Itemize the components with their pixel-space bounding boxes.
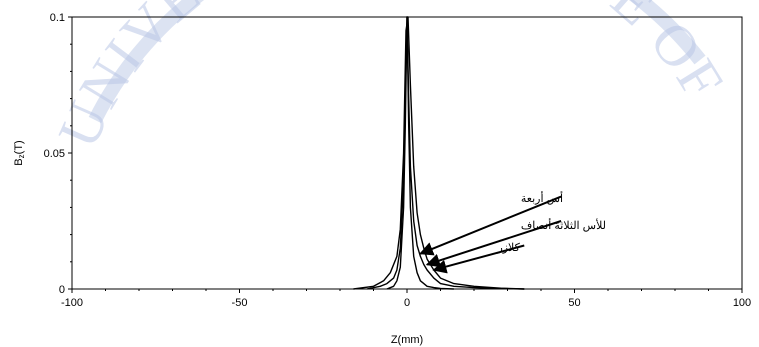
x-tick-label: 50 (568, 297, 580, 309)
watermark-seal-arc (88, 0, 706, 124)
x-axis: -100 -50 0 50 100 (61, 289, 751, 309)
annotation-arrow-3 (432, 244, 525, 274)
series-lines (353, 16, 525, 290)
x-tick-label: 0 (404, 297, 410, 309)
x-axis-title: Z(mm) (391, 334, 423, 346)
annotation-arrow-2 (425, 220, 562, 268)
y-axis-title-main: B (13, 158, 25, 165)
y-tick-label: 0 (59, 284, 65, 296)
series-line-3 (386, 16, 454, 290)
watermark: UNIVERSITY COLLEGE OF SCIENCE (0, 0, 746, 157)
annotation-label-2: للأس الثلاثة أنصاف (521, 218, 606, 232)
y-axis-title-sub: z (17, 154, 26, 158)
annotation-label-3: كلازر (496, 242, 520, 254)
x-tick-label: -100 (61, 297, 83, 309)
y-axis: 0 0.05 0.1 (44, 12, 72, 296)
plot-area: -100 -50 0 50 100 0 0.05 0.1 أس أربعة للأس الثل… (44, 12, 752, 309)
annotation-label-1: أس أربعة (521, 191, 563, 205)
y-axis-title-unit: (T) (13, 140, 25, 154)
x-tick-label: -50 (232, 297, 248, 309)
y-tick-label: 0.1 (50, 12, 65, 24)
series-line-1 (366, 16, 525, 290)
watermark-text: UNIVERSITY COLLEGE OF SCIENCE (0, 0, 746, 157)
y-axis-title: Bz(T) (13, 140, 26, 165)
series-line-2 (353, 16, 525, 290)
y-tick-label: 0.05 (44, 148, 65, 160)
x-tick-label: 100 (733, 297, 751, 309)
annotation-arrow-1 (419, 195, 562, 256)
